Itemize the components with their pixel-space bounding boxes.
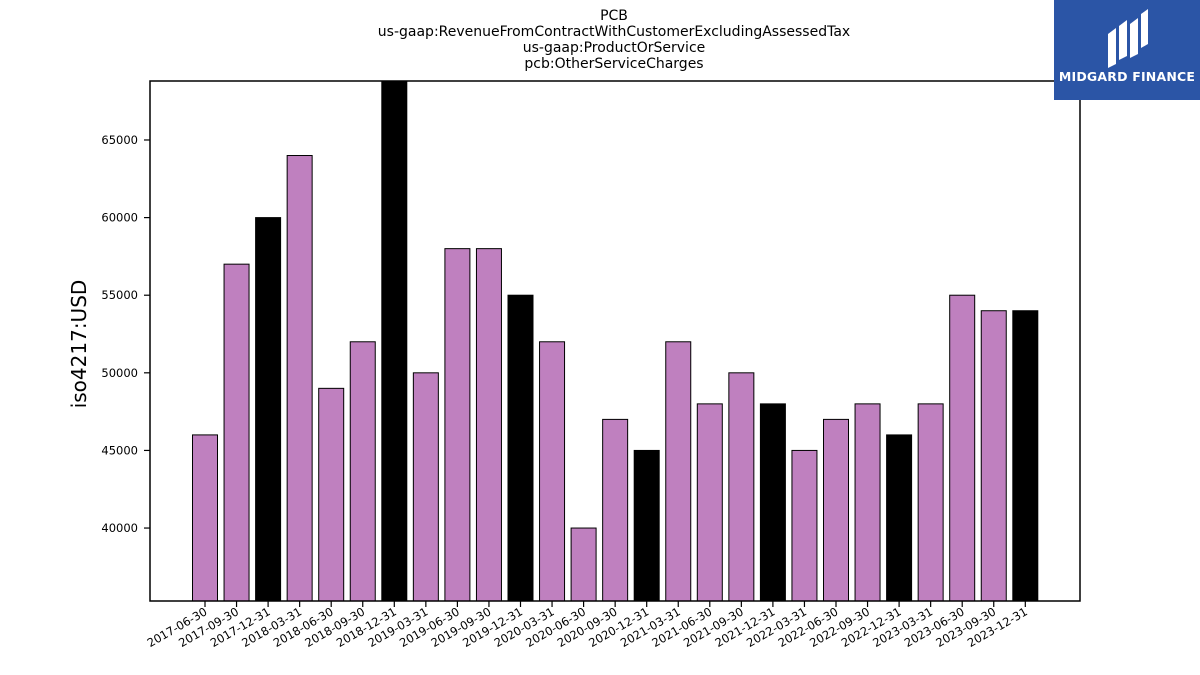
bar — [412, 372, 439, 601]
y-axis-label: iso4217:USD — [67, 280, 91, 409]
bar — [255, 217, 282, 601]
bar — [223, 263, 250, 601]
x-axis: 2017-06-302017-09-302017-12-312018-03-31… — [145, 601, 1030, 650]
y-tick-label: 45000 — [101, 443, 138, 457]
midgard-logo-icon — [1108, 9, 1148, 68]
bar — [633, 449, 660, 601]
y-tick-label: 40000 — [101, 521, 138, 535]
bar — [570, 527, 597, 601]
bar — [823, 418, 849, 601]
chart-title: PCBus-gaap:RevenueFromContractWithCustom… — [378, 8, 850, 72]
chart-title-line: us-gaap:ProductOrService — [523, 40, 706, 56]
y-tick-label: 60000 — [101, 211, 138, 225]
chart-title-line: PCB — [600, 8, 628, 24]
chart-title-line: us-gaap:RevenueFromContractWithCustomerE… — [378, 24, 850, 40]
bar — [759, 403, 786, 601]
bar — [381, 81, 408, 601]
chart-title-line: pcb:OtherServiceCharges — [524, 56, 703, 72]
bar — [539, 341, 566, 601]
bar — [318, 387, 345, 601]
bar — [949, 294, 976, 601]
bar — [349, 341, 376, 601]
bar — [507, 294, 534, 601]
bar — [1012, 310, 1039, 601]
bar — [886, 434, 913, 601]
bar — [696, 403, 723, 601]
bar — [728, 372, 755, 601]
logo-text: MIDGARD FINANCE — [1058, 69, 1196, 84]
plot-frame — [149, 80, 1081, 602]
midgard-finance-logo: MIDGARD FINANCE — [1054, 0, 1200, 100]
bars — [192, 81, 1039, 601]
bar — [980, 310, 1007, 601]
y-tick-label: 65000 — [101, 133, 138, 147]
bar — [475, 248, 502, 601]
bar — [192, 434, 218, 601]
y-tick-label: 55000 — [101, 288, 138, 302]
y-axis: 40000 45000 50000 55000 60000 65000 — [101, 133, 150, 535]
bar — [854, 403, 881, 601]
y-tick-label: 50000 — [101, 366, 138, 380]
bar — [791, 449, 818, 601]
bar — [286, 155, 313, 601]
bar — [665, 341, 692, 601]
bar — [917, 403, 944, 601]
bar — [602, 418, 629, 601]
bar — [444, 248, 471, 601]
